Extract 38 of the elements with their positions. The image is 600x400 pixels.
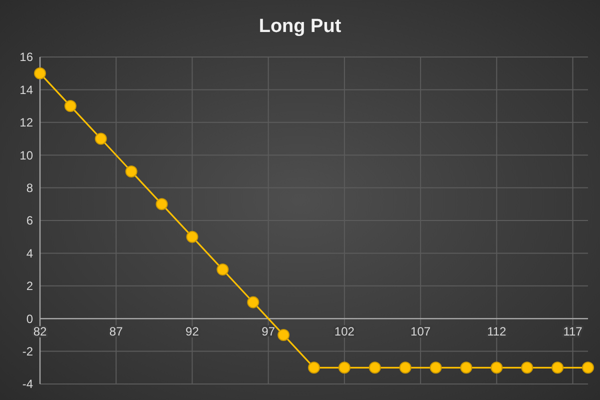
y-tick-label: 12 [20, 116, 34, 130]
y-tick-label: -2 [22, 344, 34, 358]
y-tick-label: 6 [26, 214, 34, 228]
point [490, 362, 503, 374]
x-tick-label: 92 [186, 324, 200, 339]
point [430, 362, 442, 374]
point [460, 362, 472, 374]
y-tick-label: 14 [20, 82, 34, 97]
point [338, 362, 350, 374]
point [64, 100, 76, 112]
point [552, 362, 564, 374]
point [521, 362, 534, 374]
y-tick-label: 4 [26, 246, 34, 260]
chart-title: Long Put [258, 16, 342, 37]
point [34, 67, 46, 80]
point [399, 362, 412, 374]
point [186, 230, 198, 243]
x-tick-label: 97 [262, 324, 276, 339]
point [247, 296, 260, 308]
point [156, 198, 168, 210]
point [125, 165, 138, 178]
y-tick-label: 2 [26, 279, 34, 294]
point [308, 362, 320, 374]
x-tick-label: 117 [563, 324, 583, 339]
y-tick-label: 8 [26, 181, 34, 195]
point [368, 362, 381, 374]
y-tick-label: 16 [20, 50, 34, 64]
x-tick-label: 107 [410, 324, 431, 339]
x-tick-label: 102 [334, 324, 355, 339]
point [278, 328, 290, 341]
x-tick-label: 87 [109, 324, 124, 339]
point [216, 264, 229, 276]
y-tick-label: -4 [22, 377, 34, 392]
point [94, 132, 107, 145]
y-tick-label: 0 [26, 312, 34, 326]
point [582, 362, 594, 374]
x-tick-label: 112 [487, 324, 507, 339]
y-tick-label: 10 [20, 148, 34, 162]
